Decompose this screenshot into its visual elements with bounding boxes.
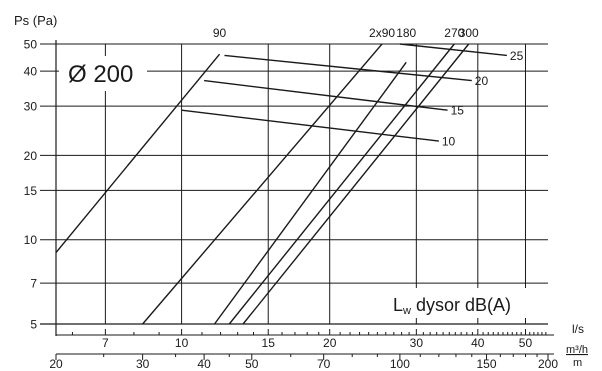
x-primary-unit: l/s [572, 322, 584, 336]
series-line-25 [399, 43, 507, 57]
series-label-10: 10 [442, 135, 456, 149]
legend-prefix: L [393, 295, 403, 315]
x-secondary-tick-label: 20 [49, 357, 63, 371]
x-secondary-tick-label: 70 [317, 357, 331, 371]
x-primary-tick-label: 10 [175, 336, 189, 350]
x-secondary-unit: m³/h [566, 344, 588, 356]
series-line-300 [242, 43, 470, 325]
series-label-20: 20 [475, 74, 489, 88]
y-tick-label: 50 [24, 38, 38, 52]
series-line-180 [213, 61, 407, 325]
x-secondary-tick-label: 40 [197, 357, 211, 371]
series-label-270: 270 [444, 26, 464, 40]
series-lines [55, 43, 507, 325]
series-label-25: 25 [510, 49, 524, 63]
x-primary-tick-label: 7 [102, 336, 109, 350]
x-secondary-tick-label: 100 [390, 357, 410, 371]
y-axis-label: Ps (Pa) [14, 13, 57, 28]
svg-text:Ø 200: Ø 200 [68, 61, 133, 88]
series-line-90 [55, 53, 221, 253]
y-tick-label: 30 [24, 100, 38, 114]
x-secondary-tick-label: 30 [136, 357, 150, 371]
series-label-15: 15 [451, 104, 465, 118]
x-secondary-unit-m: m [573, 357, 582, 369]
y-tick-label: 7 [30, 277, 37, 291]
y-tick-label: 20 [24, 149, 38, 163]
x-secondary-tick-label: 150 [477, 357, 497, 371]
grid [40, 43, 548, 325]
y-tick-label: 40 [24, 65, 38, 79]
y-tick-label: 10 [24, 233, 38, 247]
series-label-2x90: 2x90 [369, 26, 395, 40]
series-line-20 [224, 54, 472, 82]
x-primary-tick-label: 20 [323, 336, 337, 350]
x-secondary-tick-label: 200 [538, 357, 558, 371]
series-label-300: 300 [459, 26, 479, 40]
x-primary-tick-label: 15 [262, 336, 276, 350]
series-line-2x90 [142, 43, 383, 325]
legend-label: Lw dysor dB(A) [385, 288, 535, 318]
x-primary-tick-label: 50 [519, 336, 533, 350]
series-line-15 [204, 79, 448, 111]
legend-sub: w [402, 305, 411, 317]
series-label-90: 90 [213, 26, 227, 40]
labels: 5 7 10 15 20 30 40 50 7 10 15 20 30 40 50 20 30 40 50 70 100… [24, 26, 559, 371]
legend-suffix: dysor dB(A) [411, 295, 511, 315]
diameter-annotation: Ø 200 [59, 56, 147, 91]
y-tick-label: 15 [24, 184, 38, 198]
series-line-270 [228, 43, 455, 325]
series-label-180: 180 [396, 26, 416, 40]
svg-text:Lw dysor dB(A): Lw dysor dB(A) [393, 295, 511, 317]
x-secondary-tick-label: 50 [245, 357, 259, 371]
x-primary-tick-label: 40 [471, 336, 485, 350]
x-primary-tick-label: 30 [410, 336, 424, 350]
y-tick-label: 5 [30, 318, 37, 332]
series-line-10 [181, 109, 439, 142]
axes [40, 40, 554, 360]
